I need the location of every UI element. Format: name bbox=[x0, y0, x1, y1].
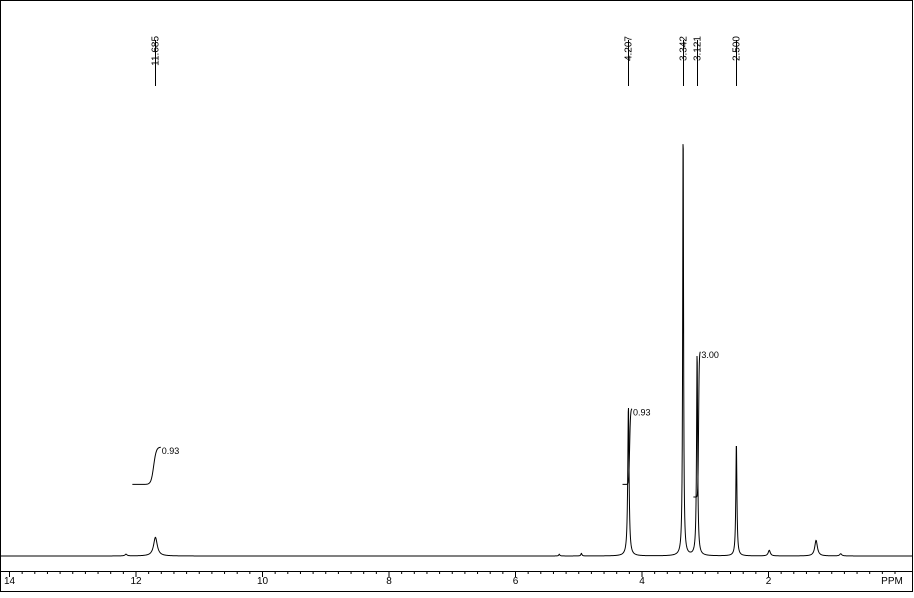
x-tick-label: 4 bbox=[639, 576, 645, 587]
x-tick-labels: 14 12 10 8 6 4 2 bbox=[4, 576, 772, 587]
x-tick-label: 2 bbox=[766, 576, 772, 587]
integral-curves: 0.93 0.93 3.00 bbox=[132, 350, 719, 498]
integral-curve bbox=[622, 408, 633, 485]
peak-label: 3.121 bbox=[693, 36, 704, 61]
peak-label: 11.685 bbox=[151, 36, 162, 66]
peak-label: 3.342 bbox=[679, 36, 690, 61]
integral-label: 0.93 bbox=[162, 446, 180, 456]
peak-label: 4.207 bbox=[624, 36, 635, 61]
integral-curve bbox=[132, 446, 161, 485]
x-tick-label: 6 bbox=[513, 576, 519, 587]
x-axis-label: PPM bbox=[881, 576, 903, 587]
peak-markers: 11.685 4.207 3.342 3.121 2.500 bbox=[151, 36, 743, 86]
x-tick-label: 12 bbox=[130, 576, 142, 587]
x-tick-label: 10 bbox=[257, 576, 269, 587]
integral-curve bbox=[693, 351, 701, 498]
integral-label: 0.93 bbox=[633, 407, 651, 417]
integral-label: 3.00 bbox=[701, 350, 719, 360]
major-ticks bbox=[9, 571, 769, 577]
x-tick-label: 14 bbox=[4, 576, 16, 587]
spectrum-line bbox=[1, 144, 912, 557]
x-tick-label: 8 bbox=[386, 576, 392, 587]
peak-label: 2.500 bbox=[732, 36, 743, 61]
